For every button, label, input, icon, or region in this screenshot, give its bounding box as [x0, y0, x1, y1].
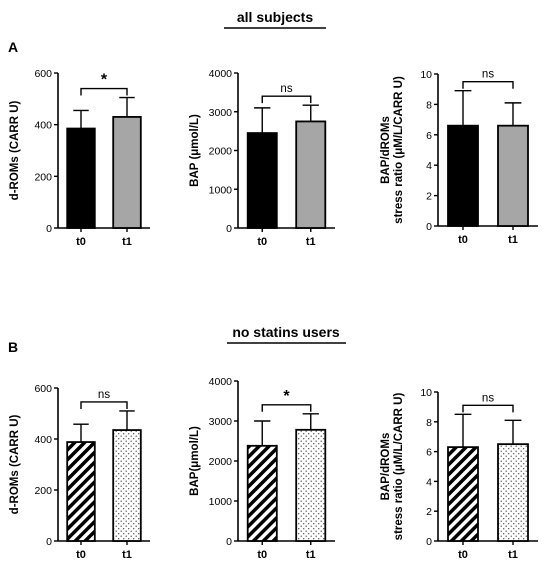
- bar-t1: [295, 120, 327, 229]
- chart-a1: 0 200 400 600 d-ROMs (CARR U) t0 t1 *: [9, 68, 150, 248]
- y-tick-label: 2: [426, 191, 432, 203]
- y-tick-label: 0: [426, 221, 432, 233]
- y-axis-label: d-ROMs (CARR U): [9, 415, 21, 515]
- y-tick-label: 1000: [209, 184, 233, 196]
- bar-t1: [497, 443, 529, 542]
- y-tick-label: 3000: [209, 107, 233, 119]
- y-axis-label: BAP/dROMs: [380, 116, 392, 184]
- significance-label: *: [101, 72, 108, 89]
- x-tick-label: t0: [76, 236, 86, 248]
- chart-a2: 0 1000 2000 3000 4000 BAP (μmol/L) t0 t1 ns: [189, 68, 335, 248]
- significance-bracket: [462, 81, 514, 89]
- y-tick-label: 3000: [209, 416, 233, 428]
- y-tick-label: 10: [420, 387, 432, 399]
- y-axis-label: d-ROMs (CARR U): [9, 101, 21, 201]
- chart-a3: 0 2 4 6 8 10 BAP/dROMs stress ratio (μM/L/CARR …: [380, 69, 538, 246]
- chart-b2: 0 1000 2000 3000 4000 BAP(μmol/L) t0 t1 *: [189, 376, 335, 561]
- significance-label: *: [283, 388, 290, 405]
- x-tick-label: t0: [257, 236, 267, 248]
- y-tick-label: 8: [426, 99, 432, 111]
- y-tick-label: 1000: [209, 496, 233, 508]
- panel-a-label: A: [8, 39, 18, 55]
- significance-bracket: [261, 404, 312, 412]
- significance-bracket: [80, 87, 128, 96]
- y-tick-label: 200: [34, 171, 52, 183]
- y-tick-label: 200: [34, 485, 52, 497]
- x-tick-label: t1: [306, 236, 316, 248]
- y-tick-label: 400: [34, 120, 52, 132]
- y-tick-label: 600: [34, 68, 52, 80]
- panel-b-label: B: [8, 339, 18, 355]
- y-tick-label: 8: [426, 417, 432, 429]
- y-axis-label: BAP/dROMs: [380, 433, 392, 501]
- y-tick-label: 4000: [209, 376, 233, 388]
- significance-label: ns: [98, 389, 110, 401]
- y-tick-label: 2000: [209, 456, 233, 468]
- bar-t0: [66, 441, 96, 542]
- bar-t0: [66, 127, 96, 229]
- bar-t0: [447, 446, 479, 542]
- x-tick-label: t1: [122, 549, 132, 561]
- y-tick-label: 0: [46, 223, 52, 235]
- y-axis-label: stress ratio (μM/L/CARR U): [393, 76, 405, 224]
- y-tick-label: 10: [420, 69, 432, 81]
- y-tick-label: 4000: [209, 68, 233, 80]
- chart-b1: 0 200 400 600 d-ROMs (CARR U) t0 t1 ns: [9, 383, 150, 561]
- y-axis-label: BAP(μmol/L): [189, 426, 201, 496]
- section-b-title: no statins users: [232, 324, 340, 340]
- bar-t1: [497, 124, 529, 227]
- x-tick-label: t0: [257, 549, 267, 561]
- y-axis-label: stress ratio (μM/L/CARR U): [393, 393, 405, 541]
- x-tick-label: t1: [508, 549, 518, 561]
- bar-t0: [246, 132, 278, 229]
- y-tick-label: 6: [426, 447, 432, 459]
- y-tick-label: 2: [426, 506, 432, 518]
- significance-label: ns: [482, 69, 494, 81]
- x-tick-label: t0: [458, 549, 468, 561]
- significance-bracket: [462, 404, 514, 413]
- bar-t1: [112, 116, 142, 229]
- bar-t1: [112, 429, 142, 542]
- x-tick-label: t1: [508, 234, 518, 246]
- chart-b3: 0 2 4 6 8 10 BAP/dROMs stress ratio (μM/L/CARR …: [380, 387, 538, 561]
- y-tick-label: 4: [426, 476, 432, 488]
- y-tick-label: 0: [46, 536, 52, 548]
- bar-t0: [447, 124, 479, 227]
- significance-bracket: [261, 95, 312, 104]
- x-tick-label: t1: [306, 549, 316, 561]
- y-tick-label: 2000: [209, 146, 233, 158]
- y-tick-label: 0: [226, 536, 232, 548]
- y-tick-label: 600: [34, 383, 52, 395]
- x-tick-label: t0: [458, 234, 468, 246]
- x-tick-label: t1: [122, 236, 132, 248]
- y-tick-label: 4: [426, 160, 432, 172]
- y-tick-label: 0: [426, 536, 432, 548]
- bar-t0: [246, 444, 278, 542]
- section-a-title: all subjects: [237, 9, 313, 25]
- significance-bracket: [80, 401, 128, 409]
- bar-t1: [295, 428, 327, 542]
- y-tick-label: 6: [426, 130, 432, 142]
- significance-label: ns: [482, 392, 494, 404]
- y-tick-label: 0: [226, 223, 232, 235]
- y-axis-label: BAP (μmol/L): [189, 114, 201, 187]
- y-tick-label: 400: [34, 434, 52, 446]
- significance-label: ns: [280, 83, 292, 95]
- x-tick-label: t0: [76, 549, 86, 561]
